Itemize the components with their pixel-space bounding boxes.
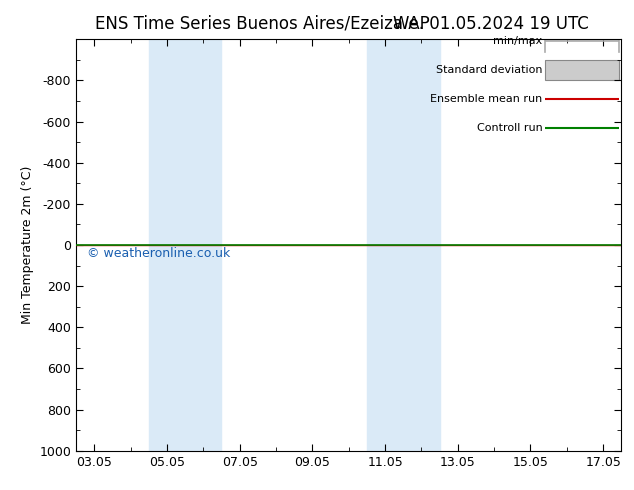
Text: Standard deviation: Standard deviation: [436, 65, 542, 75]
Bar: [367, 39, 439, 451]
Text: Ensemble mean run: Ensemble mean run: [430, 94, 542, 104]
Y-axis label: Min Temperature 2m (°C): Min Temperature 2m (°C): [21, 166, 34, 324]
Text: © weatheronline.co.uk: © weatheronline.co.uk: [87, 247, 230, 260]
Bar: [545, 60, 619, 80]
Bar: [545, 60, 619, 80]
Text: Controll run: Controll run: [477, 122, 542, 133]
Text: min/max: min/max: [493, 36, 542, 46]
Text: ENS Time Series Buenos Aires/Ezeiza AP: ENS Time Series Buenos Aires/Ezeiza AP: [95, 15, 430, 33]
Bar: [149, 39, 221, 451]
Text: We. 01.05.2024 19 UTC: We. 01.05.2024 19 UTC: [393, 15, 589, 33]
